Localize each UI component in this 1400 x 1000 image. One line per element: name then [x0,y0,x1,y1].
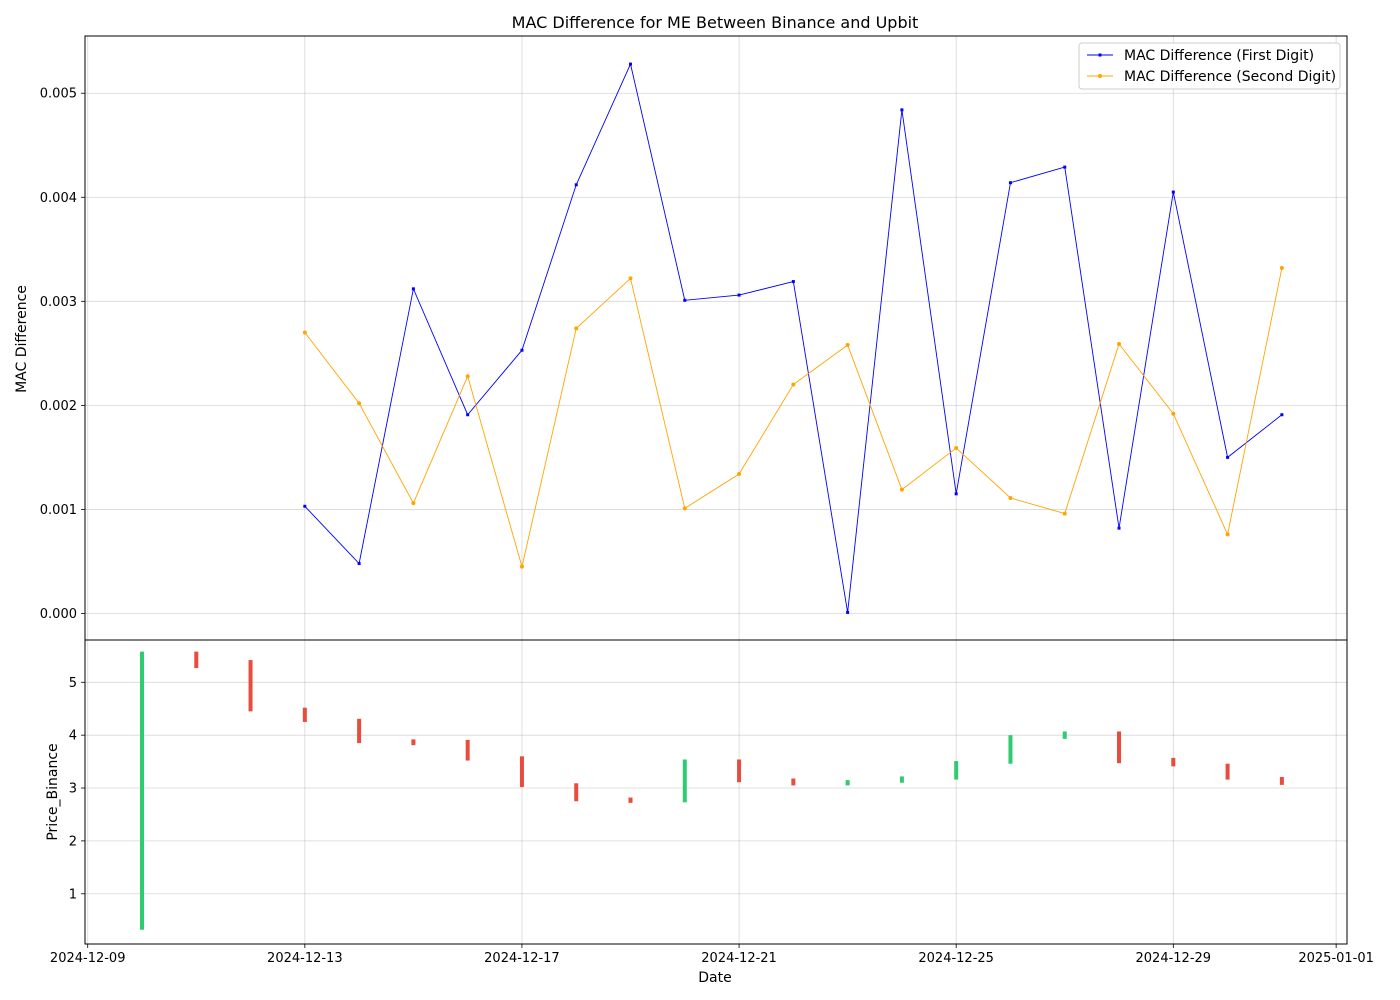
bottom-y-tick-label: 4 [69,729,77,744]
candle-up [682,759,687,803]
data-point-second-digit [1062,511,1067,516]
data-point-second-digit [574,326,579,331]
candle-down [737,759,742,783]
top-y-axis-label: MAC Difference [14,285,30,393]
data-point-second-digit [411,501,416,506]
data-point-first-digit [411,287,415,291]
bottom-y-tick-label: 5 [69,676,77,691]
x-tick-label: 2024-12-13 [267,951,343,966]
data-point-first-digit [1063,165,1067,169]
data-point-first-digit [683,298,687,302]
candle-down [1117,731,1122,764]
top-panel-grid [85,36,1347,640]
data-point-second-digit [628,276,633,281]
candle-down [791,778,796,786]
top-y-tick-label: 0.003 [40,295,77,310]
legend-label-first-digit: MAC Difference (First Digit) [1124,48,1314,64]
data-point-second-digit [519,564,524,569]
data-point-second-digit [357,401,362,406]
data-point-second-digit [1225,532,1230,537]
candle-down [574,783,579,802]
data-point-first-digit [357,562,361,566]
data-point-first-digit [737,293,741,297]
data-point-second-digit [1008,495,1013,500]
data-point-first-digit [1117,526,1121,530]
data-point-first-digit [791,280,795,284]
candle-up [845,780,850,786]
x-tick-label: 2024-12-09 [50,951,126,966]
candle-down [248,660,253,712]
x-tick-label: 2024-12-17 [484,951,560,966]
data-point-first-digit [900,108,904,112]
data-point-second-digit [1117,341,1122,346]
line-series-group [302,62,1284,614]
series-line-first-digit [304,62,1283,613]
candle-down [357,718,362,744]
top-y-tick-label: 0.005 [40,87,77,102]
data-point-second-digit [791,382,796,387]
candle-down [1225,763,1230,780]
data-point-second-digit [682,506,687,511]
data-point-first-digit [1171,190,1175,194]
x-tick-label: 2024-12-21 [701,951,777,966]
x-tick-label: 2024-12-29 [1136,951,1212,966]
top-y-tick-label: 0.001 [40,503,77,518]
x-tick-label: 2024-12-25 [918,951,994,966]
data-point-first-digit [629,62,633,66]
candle-down [411,739,416,746]
data-point-second-digit [737,472,742,477]
candle-down [519,756,524,787]
data-point-first-digit [846,610,850,614]
candle-up [954,761,959,780]
data-point-first-digit [1280,413,1284,417]
legend-label-second-digit: MAC Difference (Second Digit) [1124,69,1336,85]
legend-box [1078,42,1341,90]
data-point-first-digit [954,492,958,496]
candle-down [465,739,470,761]
x-tick-label: 2025-01-01 [1298,951,1374,966]
candle-down [1171,757,1176,767]
x-axis-label: Date [698,970,731,986]
legend: MAC Difference (First Digit) MAC Differe… [1078,42,1341,90]
axes-frames [84,35,1348,945]
candlestick-series [139,651,1284,930]
top-y-tick-label: 0.000 [40,607,77,622]
top-y-tick-label: 0.002 [40,399,77,414]
data-point-second-digit [845,343,850,348]
tick-labels: 2024-12-09 2024-12-13 2024-12-17 2024-12-21… [40,87,1374,966]
candle-down [628,797,633,803]
bottom-panel-grid [85,640,1347,944]
data-point-second-digit [465,374,470,379]
candle-up [139,651,144,930]
candle-up [1062,731,1067,739]
data-point-second-digit [954,446,959,451]
candle-up [1008,735,1013,764]
data-point-second-digit [1279,266,1284,271]
candle-down [1279,776,1284,785]
data-point-first-digit [574,183,578,187]
candle-down [302,707,307,722]
data-point-first-digit [303,504,307,508]
candle-down [194,651,199,669]
chart-title: MAC Difference for ME Between Binance an… [512,13,919,32]
top-y-tick-label: 0.004 [40,191,77,206]
bottom-y-tick-label: 1 [69,887,77,902]
bottom-y-tick-label: 3 [69,782,77,797]
legend-marker-first-digit [1098,53,1102,57]
data-point-second-digit [302,330,307,335]
data-point-second-digit [1171,411,1176,416]
data-point-first-digit [1226,455,1230,459]
data-point-first-digit [1008,181,1012,185]
data-point-first-digit [466,413,470,417]
bottom-axes-frame [84,639,1348,945]
data-point-first-digit [520,348,524,352]
bottom-y-tick-label: 2 [69,834,77,849]
top-axes-frame [84,35,1348,641]
bottom-y-axis-label: Price_Binance [45,743,61,840]
series-line-second-digit [304,267,1283,567]
candle-up [899,776,904,783]
data-point-second-digit [899,487,904,492]
legend-marker-second-digit [1098,74,1102,78]
